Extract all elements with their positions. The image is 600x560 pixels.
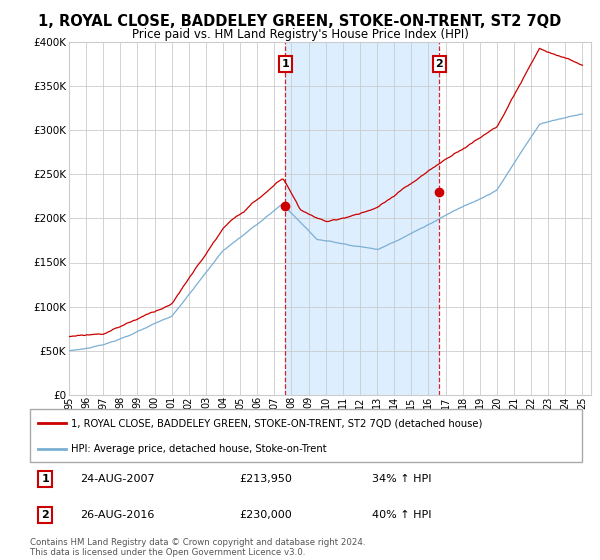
Text: 40% ↑ HPI: 40% ↑ HPI — [372, 510, 432, 520]
Text: 26-AUG-2016: 26-AUG-2016 — [80, 510, 154, 520]
Text: £213,950: £213,950 — [240, 474, 293, 484]
Text: £230,000: £230,000 — [240, 510, 293, 520]
Text: 1: 1 — [281, 59, 289, 69]
Text: Contains HM Land Registry data © Crown copyright and database right 2024.
This d: Contains HM Land Registry data © Crown c… — [30, 538, 365, 557]
Text: 24-AUG-2007: 24-AUG-2007 — [80, 474, 154, 484]
Text: 1, ROYAL CLOSE, BADDELEY GREEN, STOKE-ON-TRENT, ST2 7QD (detached house): 1, ROYAL CLOSE, BADDELEY GREEN, STOKE-ON… — [71, 418, 483, 428]
FancyBboxPatch shape — [30, 409, 582, 462]
Text: 2: 2 — [436, 59, 443, 69]
Text: 1, ROYAL CLOSE, BADDELEY GREEN, STOKE-ON-TRENT, ST2 7QD: 1, ROYAL CLOSE, BADDELEY GREEN, STOKE-ON… — [38, 14, 562, 29]
Text: 34% ↑ HPI: 34% ↑ HPI — [372, 474, 432, 484]
Text: 1: 1 — [41, 474, 49, 484]
Text: Price paid vs. HM Land Registry's House Price Index (HPI): Price paid vs. HM Land Registry's House … — [131, 28, 469, 41]
Bar — [286, 42, 439, 395]
Text: 2: 2 — [41, 510, 49, 520]
Text: HPI: Average price, detached house, Stoke-on-Trent: HPI: Average price, detached house, Stok… — [71, 444, 327, 454]
